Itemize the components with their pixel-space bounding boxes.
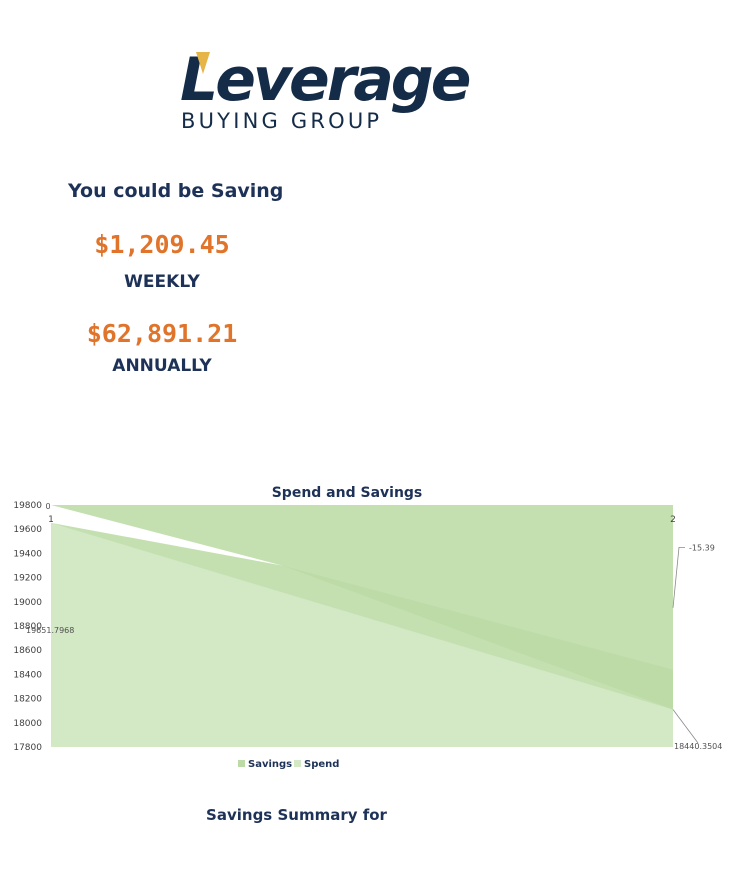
savings-area	[282, 565, 673, 710]
y-tick-label: 19400	[13, 549, 42, 559]
legend-label: Savings	[248, 759, 292, 770]
saving-heading: You could be Saving	[68, 180, 284, 202]
logo-accent-icon	[196, 52, 210, 74]
spend-savings-chart: Spend and Savings 17800 18000 18200 18400 18…	[13, 485, 722, 770]
y-tick-label: 19600	[13, 525, 42, 535]
leader-line-savings-2	[672, 546, 685, 608]
x-tick-label: 2	[670, 515, 676, 525]
chart-title: Spend and Savings	[272, 485, 423, 501]
y-tick-label: 17800	[13, 743, 42, 753]
chart-plot-area	[51, 505, 673, 747]
data-label-spend-1: 19651.7968	[26, 626, 74, 635]
data-label-savings-1: 0	[45, 502, 50, 511]
savings-area-gap	[51, 505, 282, 566]
legend-swatch	[238, 760, 245, 767]
logo-wordmark: Leverage	[180, 45, 471, 115]
leader-line-spend-2	[672, 709, 699, 744]
legend-swatch	[294, 760, 301, 767]
annual-amount: $62,891.21	[86, 319, 238, 348]
y-tick-label: 18800	[13, 622, 42, 632]
y-axis: 17800 18000 18200 18400 18600 18800 19000 19200…	[13, 501, 42, 753]
data-label-spend-2: 18440.3504	[674, 742, 722, 751]
x-tick-label: 1	[48, 515, 54, 525]
legend-label: Spend	[304, 759, 339, 770]
y-tick-label: 19800	[13, 501, 42, 511]
y-tick-label: 18000	[13, 719, 42, 729]
logo-subtitle: BUYING GROUP	[181, 109, 383, 133]
y-tick-label: 19200	[13, 574, 42, 584]
y-tick-label: 18400	[13, 670, 42, 680]
logo: Leverage BUYING GROUP	[180, 45, 520, 133]
spend-area	[51, 522, 673, 747]
summary-title: Savings Summary for	[206, 806, 387, 824]
y-tick-label: 18200	[13, 695, 42, 705]
annual-label: ANNUALLY	[112, 356, 212, 376]
y-tick-label: 19000	[13, 598, 42, 608]
weekly-amount: $1,209.45	[94, 230, 230, 259]
weekly-label: WEEKLY	[124, 272, 200, 292]
y-tick-label: 18600	[13, 646, 42, 656]
data-label-savings-2: -15.39	[689, 543, 715, 552]
data-labels: 0 19651.7968 -15.39 18440.3504	[26, 502, 722, 751]
chart-legend: Savings Spend	[238, 759, 339, 770]
